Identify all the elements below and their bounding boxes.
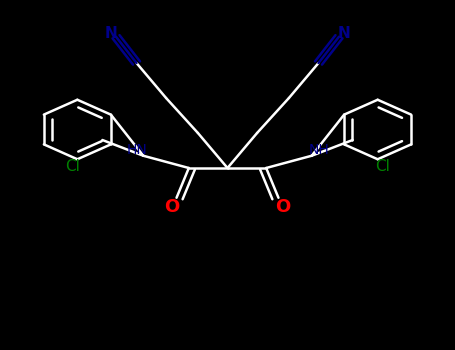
Text: O: O <box>164 197 180 216</box>
Text: Cl: Cl <box>375 159 389 174</box>
Text: N: N <box>105 26 118 41</box>
Text: N: N <box>337 26 350 41</box>
Text: HN: HN <box>126 144 147 158</box>
Text: O: O <box>275 197 291 216</box>
Text: NH: NH <box>308 144 329 158</box>
Text: Cl: Cl <box>66 159 80 174</box>
